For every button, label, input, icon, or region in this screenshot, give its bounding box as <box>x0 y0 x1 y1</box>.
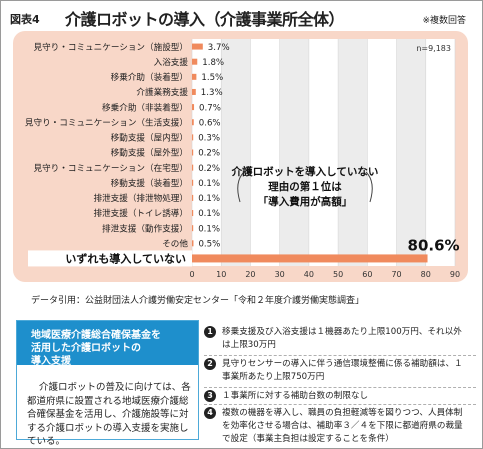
x-tick-label: 60 <box>362 270 372 279</box>
bar <box>192 73 197 80</box>
value-label: 0.1% <box>198 194 220 204</box>
value-label: 1.5% <box>201 73 223 83</box>
category-label: 移乗介助（非装着型） <box>102 101 188 113</box>
bar <box>192 225 194 232</box>
x-tick-label: 10 <box>216 270 226 279</box>
category-label: 移動支援（屋外型） <box>111 147 188 159</box>
figure-header: 図表4 介護ロボットの導入（介護事業所全体） ※複数回答 <box>6 5 476 29</box>
item-number-badge: 2 <box>204 358 216 370</box>
item-number-badge: 4 <box>204 407 216 419</box>
value-label: 0.3% <box>198 134 220 144</box>
x-tick-label: 20 <box>245 270 255 279</box>
bar <box>192 134 194 141</box>
bar <box>192 210 194 217</box>
item-text: 見守りセンサーの導入に伴う通信環境整備に係る補助額は、１事業所あたり上限750万… <box>222 359 463 382</box>
bar <box>192 149 194 156</box>
bar <box>192 240 194 247</box>
grid-band <box>221 39 251 266</box>
category-label: 見守り・コミュニケーション（生活支援） <box>25 116 188 128</box>
bar <box>192 58 198 65</box>
figure-number: 図表4 <box>10 13 40 26</box>
value-label: 0.1% <box>198 224 220 234</box>
value-label: 0.1% <box>198 209 220 219</box>
category-label: 入浴支援 <box>154 56 189 68</box>
item-divider <box>204 387 476 388</box>
bar <box>192 254 428 263</box>
callout-line: 介護ロボットを導入していない <box>231 165 379 178</box>
bar <box>192 104 195 111</box>
x-tick-label: 80 <box>421 270 431 279</box>
support-heading-line: 地域医療介護総合確保基金を <box>31 330 161 341</box>
bar <box>192 88 196 95</box>
item-text: 移乗支援及び入浴支援は１機器あたり上限100万円、それ以外は上限30万円 <box>222 327 462 350</box>
category-label: 移動支援（装着型） <box>111 177 188 189</box>
support-heading-line: 導入支援 <box>31 356 71 367</box>
x-tick-label: 50 <box>333 270 343 279</box>
category-label: その他 <box>162 238 188 250</box>
support-heading-line: 活用した介護ロボットの <box>31 343 141 354</box>
category-label: 排泄支援（トイレ誘導） <box>93 207 188 219</box>
value-label: 1.3% <box>201 88 223 98</box>
grid-band <box>279 39 309 266</box>
support-box-heading: 地域医療介護総合確保基金を 活用した介護ロボットの 導入支援 <box>17 321 198 367</box>
value-label: 0.5% <box>198 240 220 250</box>
item-divider <box>204 355 476 356</box>
value-label: 0.7% <box>199 103 221 113</box>
callout-line: 「導入費用が高額」 <box>258 195 353 208</box>
bar-chart: 見守り・コミュニケーション（施設型） 3.7% 入浴支援 1.8% 移乗介助（装着型） 1… <box>25 39 460 279</box>
category-label: 移動支援（屋内型） <box>111 132 188 144</box>
category-label: 見守り・コミュニケーション（在宅型） <box>33 162 188 174</box>
item-text: 複数の機器を導入し、職員の負担軽減等を図りつつ、人員体制を効率化させる場合は、補… <box>222 408 463 444</box>
category-label-box <box>28 250 192 267</box>
category-label: 排泄支援（排泄物処理） <box>93 192 188 204</box>
callout-bracket <box>365 171 373 203</box>
multiple-answer-note: ※複数回答 <box>422 16 466 26</box>
bar <box>192 119 194 126</box>
category-label: 排泄支援（動作支援） <box>102 222 188 234</box>
item-divider <box>204 404 476 405</box>
value-label: 80.6% <box>408 236 460 254</box>
bar <box>192 179 194 186</box>
category-label: 介護業務支援 <box>136 86 188 98</box>
x-tick-label: 40 <box>304 270 314 279</box>
grid-band <box>338 39 368 266</box>
item-number-badge: 1 <box>204 326 216 338</box>
value-label: 0.2% <box>198 164 220 174</box>
item-number-badge: 3 <box>204 390 216 402</box>
data-source: データ引用：公益財団法人介護労働安定センター「令和２年度介護労働実態調査」 <box>31 296 365 306</box>
bar <box>192 194 194 201</box>
category-label: 見守り・コミュニケーション（施設型） <box>33 41 188 53</box>
value-label: 1.8% <box>202 58 224 68</box>
value-label: 3.7% <box>208 43 230 53</box>
callout-bracket <box>237 171 245 203</box>
category-label: 移乗介助（装着型） <box>111 71 188 83</box>
x-tick-label: 90 <box>450 270 460 279</box>
callout-line: 理由の第１位は <box>268 180 342 193</box>
value-label: 0.2% <box>198 149 220 159</box>
value-label: 0.6% <box>199 118 221 128</box>
sample-size-label: n=9,183 <box>416 44 451 53</box>
figure-title: 介護ロボットの導入（介護事業所全体） <box>65 10 345 29</box>
support-box-body: 介護ロボットの普及に向けては、各都道府県に設置される地域医療介護総合確保基金を活… <box>27 382 191 447</box>
support-box: 地域医療介護総合確保基金を 活用した介護ロボットの 導入支援 介護ロボットの普及… <box>16 320 199 447</box>
x-tick-label: 30 <box>275 270 285 279</box>
grid-band <box>396 39 426 266</box>
bar <box>192 43 203 50</box>
x-tick-label: 70 <box>391 270 401 279</box>
bar <box>192 164 194 171</box>
value-label: 0.1% <box>198 179 220 189</box>
item-text: １事業所に対する補助台数の制限なし <box>222 391 369 401</box>
category-label: いずれも導入していない <box>65 251 186 265</box>
x-tick-label: 0 <box>189 270 194 279</box>
